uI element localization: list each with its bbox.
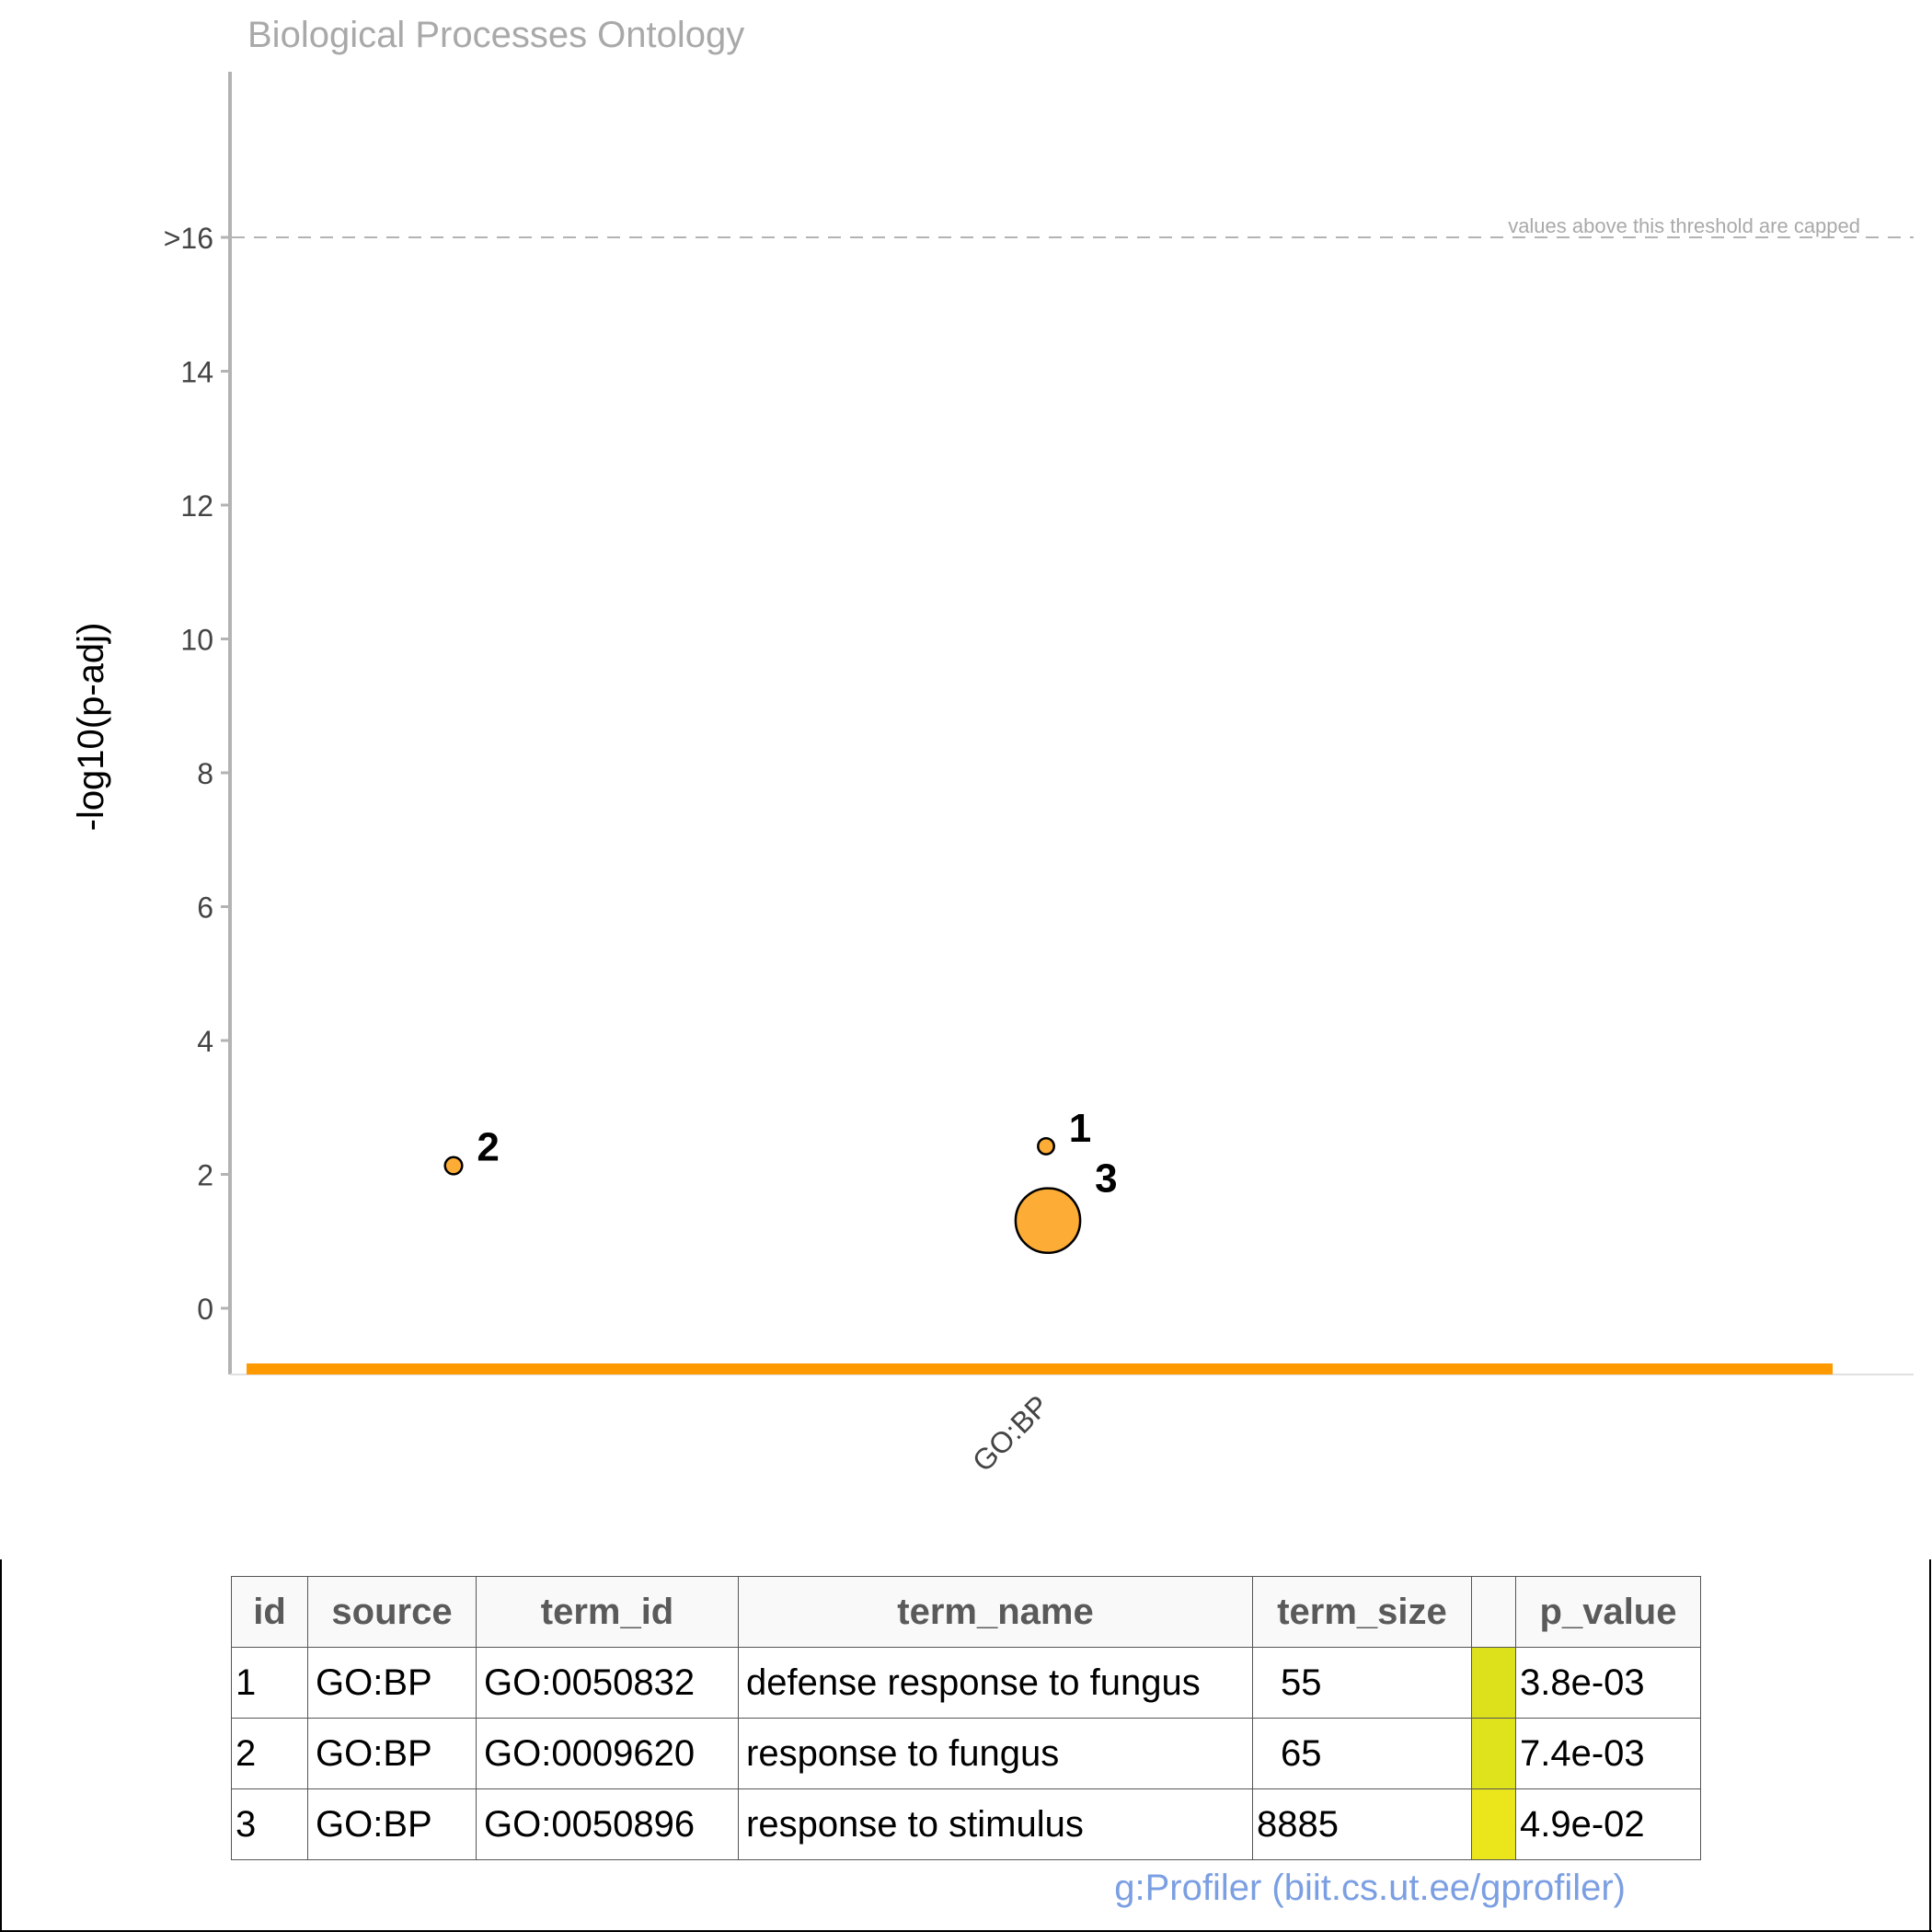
y-tick-label: 8 [197,757,213,790]
cell-term-size: 8885 [1252,1788,1472,1860]
data-point-label: 2 [477,1125,499,1170]
cell-p-value: 4.9e-02 [1515,1788,1701,1860]
x-tick-label-go-bp: GO:BP [966,1388,1055,1478]
y-tick-label: 6 [197,891,213,925]
y-tick-label: 4 [197,1025,213,1058]
results-table: id source term_id term_name term_size p_… [231,1576,1701,1860]
y-tick-label: 0 [197,1293,213,1326]
frame-right-line [1929,1559,1931,1932]
y-tick-label: 12 [180,489,213,523]
chart-title: Biological Processes Ontology [247,15,744,55]
data-point-label: 1 [1069,1106,1091,1151]
cell-id: 1 [231,1647,308,1719]
cell-source: GO:BP [307,1647,477,1719]
y-tick-label: 14 [180,356,213,389]
y-tick-label: 10 [180,624,213,657]
cell-source: GO:BP [307,1788,477,1860]
cell-p-value: 7.4e-03 [1515,1718,1701,1789]
table-row: 2 GO:BP GO:0009620 response to fungus 65… [231,1718,1701,1789]
gprofiler-credit: g:Profiler (biit.cs.ut.ee/gprofiler) [1114,1868,1626,1908]
cell-p-value: 3.8e-03 [1515,1647,1701,1719]
frame-left-line [0,1559,2,1932]
header-term-id: term_id [476,1576,739,1648]
threshold-label: values above this threshold are capped [1508,214,1860,237]
header-term-size: term_size [1252,1576,1472,1648]
cell-term-size: 65 [1252,1718,1472,1789]
y-axis-ticks: 0 2 4 6 8 10 12 14 >16 [164,222,230,1326]
source-bar-go-bp [247,1363,1833,1374]
cell-term-name: response to stimulus [738,1788,1253,1860]
header-color-swatch [1471,1576,1516,1648]
cell-color-swatch [1471,1718,1516,1789]
data-point-3 [1014,1187,1082,1255]
header-p-value: p_value [1515,1576,1701,1648]
cell-term-name: response to fungus [738,1718,1253,1789]
data-point-label: 3 [1095,1156,1117,1202]
cell-term-name: defense response to fungus [738,1647,1253,1719]
cell-color-swatch [1471,1647,1516,1719]
data-point-1 [1037,1136,1055,1156]
header-term-name: term_name [738,1576,1253,1648]
y-tick-label: >16 [164,222,213,255]
manhattan-plot: Biological Processes Ontology -log10(p-a… [71,15,1914,1478]
header-id: id [231,1576,308,1648]
y-axis-label: -log10(p-adj) [71,623,111,832]
table-row: 3 GO:BP GO:0050896 response to stimulus … [231,1788,1701,1860]
cell-source: GO:BP [307,1718,477,1789]
cell-term-id: GO:0050896 [476,1788,739,1860]
cell-term-id: GO:0009620 [476,1718,739,1789]
table-header-row: id source term_id term_name term_size p_… [231,1576,1701,1648]
table-row: 1 GO:BP GO:0050832 defense response to f… [231,1647,1701,1719]
y-tick-label: 2 [197,1159,213,1192]
cell-term-id: GO:0050832 [476,1647,739,1719]
header-source: source [307,1576,477,1648]
points-layer: 1 2 3 [443,1106,1118,1255]
cell-id: 2 [231,1718,308,1789]
cell-id: 3 [231,1788,308,1860]
cell-term-size: 55 [1252,1647,1472,1719]
data-point-2 [443,1156,464,1176]
cell-color-swatch [1471,1788,1516,1860]
frame-bottom-line [0,1930,1932,1932]
